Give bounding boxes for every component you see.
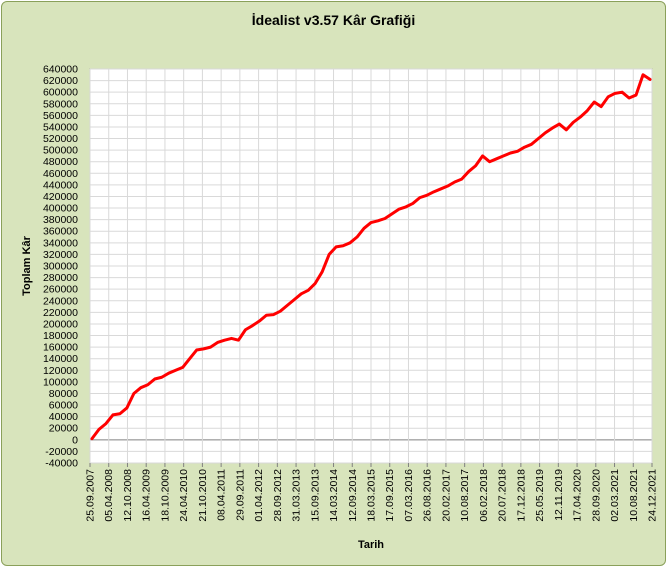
x-tick-label: 20.02.2017: [440, 469, 452, 522]
y-tick-label: 360000: [43, 226, 78, 238]
x-tick-label: 16.04.2009: [141, 469, 153, 522]
x-axis-title: Tarih: [358, 539, 384, 551]
y-tick-label: 120000: [43, 365, 78, 377]
y-tick-label: 460000: [43, 168, 78, 180]
y-tick-label: 320000: [43, 249, 78, 261]
y-tick-label: 480000: [43, 156, 78, 168]
x-axis-tick-labels: 25.09.2007 05.04.2008 12.10.2008 16.04.2009…: [85, 469, 659, 522]
y-tick-label: 300000: [43, 261, 78, 273]
y-tick-label: 340000: [43, 237, 78, 249]
x-tick-label: 17.09.2015: [384, 469, 396, 522]
y-tick-label: 380000: [43, 214, 78, 226]
x-tick-label: 29.09.2011: [234, 469, 246, 521]
y-tick-label: 160000: [43, 342, 78, 354]
y-axis-title: Toplam Kâr: [21, 235, 33, 295]
x-tick-label: 25.05.2019: [534, 469, 546, 522]
series-line: [90, 73, 652, 441]
x-tick-label: 24.04.2010: [178, 469, 190, 522]
y-tick-label: 440000: [43, 179, 78, 191]
x-tick-label: 12.11.2019: [553, 469, 565, 521]
x-tick-label: 18.10.2009: [159, 469, 171, 522]
y-tick-label: 180000: [43, 330, 78, 342]
y-tick-label: -40000: [45, 458, 78, 470]
y-tick-label: 80000: [49, 388, 78, 400]
y-tick-label: 220000: [43, 307, 78, 319]
y-tick-label: 0: [72, 434, 78, 446]
x-tick-label: 31.03.2013: [291, 469, 303, 522]
y-tick-label: 260000: [43, 284, 78, 296]
x-tick-label: 20.07.2018: [497, 469, 509, 522]
x-tick-label: 02.03.2021: [609, 469, 621, 522]
x-tick-label: 12.09.2014: [347, 469, 359, 522]
y-tick-label: 20000: [49, 423, 78, 435]
x-tick-label: 10.08.2017: [459, 469, 471, 522]
y-tick-label: 540000: [43, 121, 78, 133]
x-tick-label: 18.03.2015: [366, 469, 378, 522]
y-tick-label: 420000: [43, 191, 78, 203]
x-tick-label: 12.10.2008: [122, 469, 134, 522]
x-tick-label: 14.03.2014: [328, 469, 340, 522]
y-tick-label: 600000: [43, 87, 78, 99]
y-axis-tick-labels: -40000-200000200004000060000800001000001…: [43, 64, 78, 470]
y-tick-label: 240000: [43, 295, 78, 307]
x-tick-label: 07.03.2016: [403, 469, 415, 522]
series-layer: [90, 73, 652, 441]
y-tick-label: 640000: [43, 64, 78, 76]
y-tick-label: 520000: [43, 133, 78, 145]
x-tick-label: 26.08.2016: [422, 469, 434, 522]
x-tick-label: 15.09.2013: [309, 469, 321, 522]
y-tick-label: 580000: [43, 98, 78, 110]
x-tick-label: 25.09.2007: [85, 469, 97, 522]
x-tick-label: 17.04.2020: [572, 469, 584, 522]
y-tick-label: 500000: [43, 145, 78, 157]
y-tick-label: 100000: [43, 376, 78, 388]
gridlines: [89, 68, 653, 467]
y-tick-label: 620000: [43, 75, 78, 87]
y-tick-label: 560000: [43, 110, 78, 122]
chart-title: İdealist v3.57 Kâr Grafiği: [251, 12, 416, 28]
x-tick-label: 05.04.2008: [103, 469, 115, 522]
y-tick-label: -20000: [45, 446, 78, 458]
x-tick-label: 28.09.2020: [590, 469, 602, 522]
x-tick-label: 06.02.2018: [478, 469, 490, 522]
y-tick-label: 40000: [49, 411, 78, 423]
x-tick-label: 21.10.2010: [197, 469, 209, 522]
x-tick-label: 01.04.2012: [253, 469, 265, 522]
y-tick-label: 400000: [43, 203, 78, 215]
x-tick-label: 28.09.2012: [272, 469, 284, 522]
x-tick-label: 08.04.2011: [216, 469, 228, 521]
y-tick-label: 280000: [43, 272, 78, 284]
x-tick-label: 17.12.2018: [515, 469, 527, 522]
y-tick-label: 60000: [49, 400, 78, 412]
y-tick-label: 140000: [43, 353, 78, 365]
x-tick-label: 24.12.2021: [647, 469, 659, 522]
y-tick-label: 200000: [43, 318, 78, 330]
x-tick-label: 10.08.2021: [628, 469, 640, 522]
